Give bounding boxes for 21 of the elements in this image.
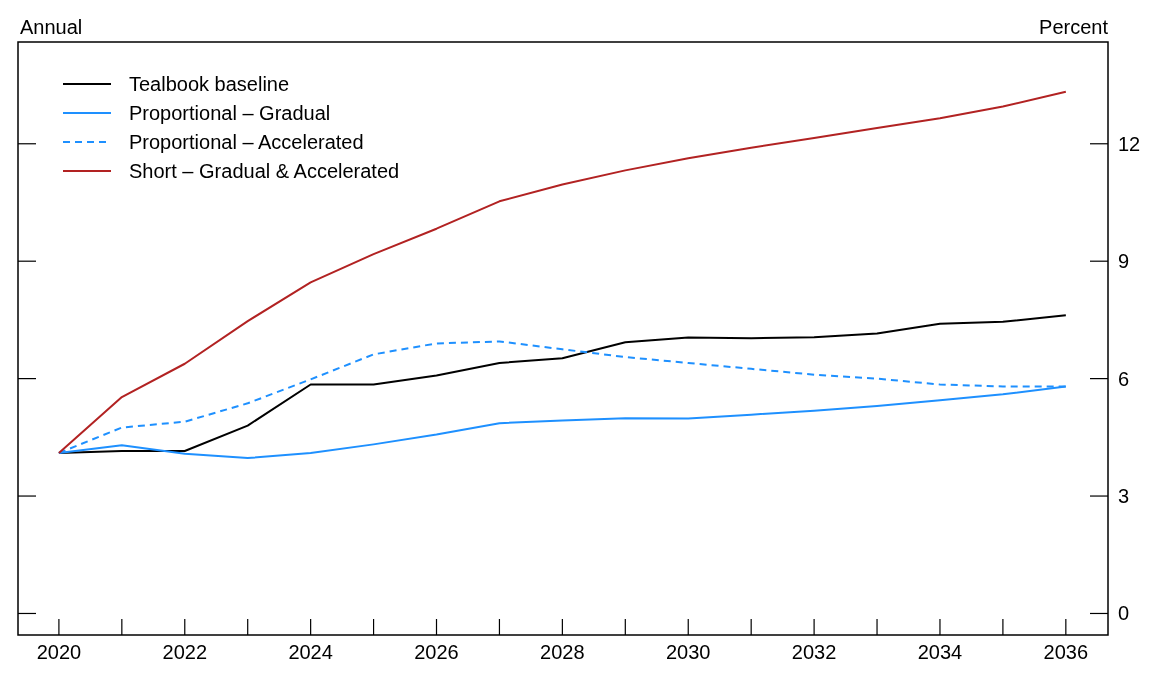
x-tick-label: 2030 bbox=[665, 641, 711, 663]
x-tick-label: 2034 bbox=[917, 641, 963, 663]
legend-label: Short – Gradual & Accelerated bbox=[129, 160, 400, 182]
x-tick-label: 2028 bbox=[540, 641, 585, 663]
x-tick-label: 2032 bbox=[791, 641, 837, 663]
text: Annual bbox=[20, 16, 83, 38]
x-tick-label: 2020 bbox=[36, 641, 82, 663]
x-tick-label: 2026 bbox=[414, 641, 459, 663]
y-tick-label: 6 bbox=[1118, 367, 1130, 390]
legend-label: Tealbook baseline bbox=[129, 73, 290, 95]
y-tick-label: 9 bbox=[1118, 250, 1130, 273]
y-tick-label: 12 bbox=[1118, 132, 1141, 155]
y-tick-label: 0 bbox=[1118, 602, 1130, 625]
line-series bbox=[57, 90, 1067, 454]
legend-label: Proportional – Accelerated bbox=[129, 131, 364, 153]
legend-label: Proportional – Gradual bbox=[129, 102, 331, 124]
x-tick-label: 2024 bbox=[288, 641, 333, 663]
y-axis-title: Percent bbox=[1039, 16, 1109, 38]
y-tick-label: 3 bbox=[1118, 485, 1130, 508]
x-tick-label: 2036 bbox=[1043, 641, 1089, 663]
x-tick-label: 2022 bbox=[162, 641, 208, 663]
